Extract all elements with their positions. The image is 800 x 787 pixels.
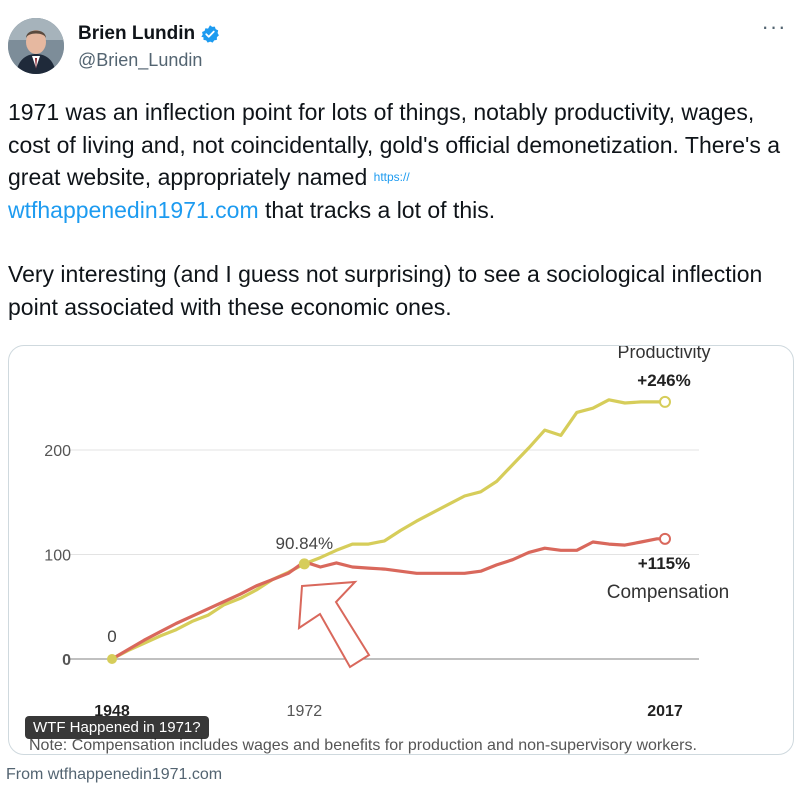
paragraph-1-tail: that tracks a lot of this.	[258, 196, 496, 223]
tweet-paragraph-1: 1971 was an inflection point for lots of…	[8, 96, 788, 226]
series-line-compensation	[110, 537, 667, 661]
arrow-icon	[297, 580, 371, 669]
point-1972	[298, 558, 310, 570]
x-tick-label-1972: 1972	[287, 703, 323, 720]
productivity-change: +246%	[637, 371, 690, 390]
tweet-paragraph-2: Very interesting (and I guess not surpri…	[8, 261, 763, 320]
x-tick-label-1948: 1948	[94, 703, 130, 720]
more-options-icon[interactable]: ···	[761, 14, 787, 39]
tweet-text: 1971 was an inflection point for lots of…	[8, 96, 788, 323]
line-chart: 0 100 200 1948 1972 2017 0 90.84% Productivity +2…	[29, 346, 730, 754]
display-name-row: Brien Lundin	[78, 22, 220, 46]
compensation-change: +115%	[638, 554, 690, 573]
paragraph-1-text: 1971 was an inflection point for lots of…	[8, 99, 781, 190]
compensation-label: Compensation	[607, 582, 730, 603]
x-tick-label-2017: 2017	[647, 703, 683, 720]
chart-note: Note: Compensation includes wages and be…	[29, 737, 697, 754]
productivity-label: Productivity	[617, 346, 710, 362]
y-tick-label-0: 0	[62, 652, 71, 669]
website-link[interactable]: wtfhappenedin1971.com	[8, 196, 259, 223]
start-value-label: 0	[107, 627, 116, 646]
card-title-badge: WTF Happened in 1971?	[25, 716, 209, 739]
series-line-productivity	[110, 398, 667, 661]
card-source[interactable]: From wtfhappenedin1971.com	[6, 766, 223, 783]
avatar-image	[8, 18, 64, 74]
start-point	[107, 654, 117, 664]
link-prefix[interactable]: https://	[373, 170, 410, 184]
y-tick-label-200: 200	[44, 443, 71, 460]
display-name[interactable]: Brien Lundin	[78, 23, 196, 44]
series-endpoint-productivity	[659, 395, 671, 408]
media-card[interactable]: 0 100 200 1948 1972 2017 0 90.84% Productivity +2…	[8, 345, 794, 755]
author-names: Brien Lundin @Brien_Lundin	[78, 22, 220, 71]
avatar[interactable]	[8, 18, 64, 74]
tweet-header: Brien Lundin @Brien_Lundin ···	[8, 14, 792, 82]
y-tick-label-100: 100	[44, 548, 71, 565]
series-endpoint-compensation	[659, 532, 671, 545]
point-1972-label: 90.84%	[276, 534, 334, 553]
verified-badge-icon	[200, 24, 220, 44]
author-handle[interactable]: @Brien_Lundin	[78, 50, 203, 70]
